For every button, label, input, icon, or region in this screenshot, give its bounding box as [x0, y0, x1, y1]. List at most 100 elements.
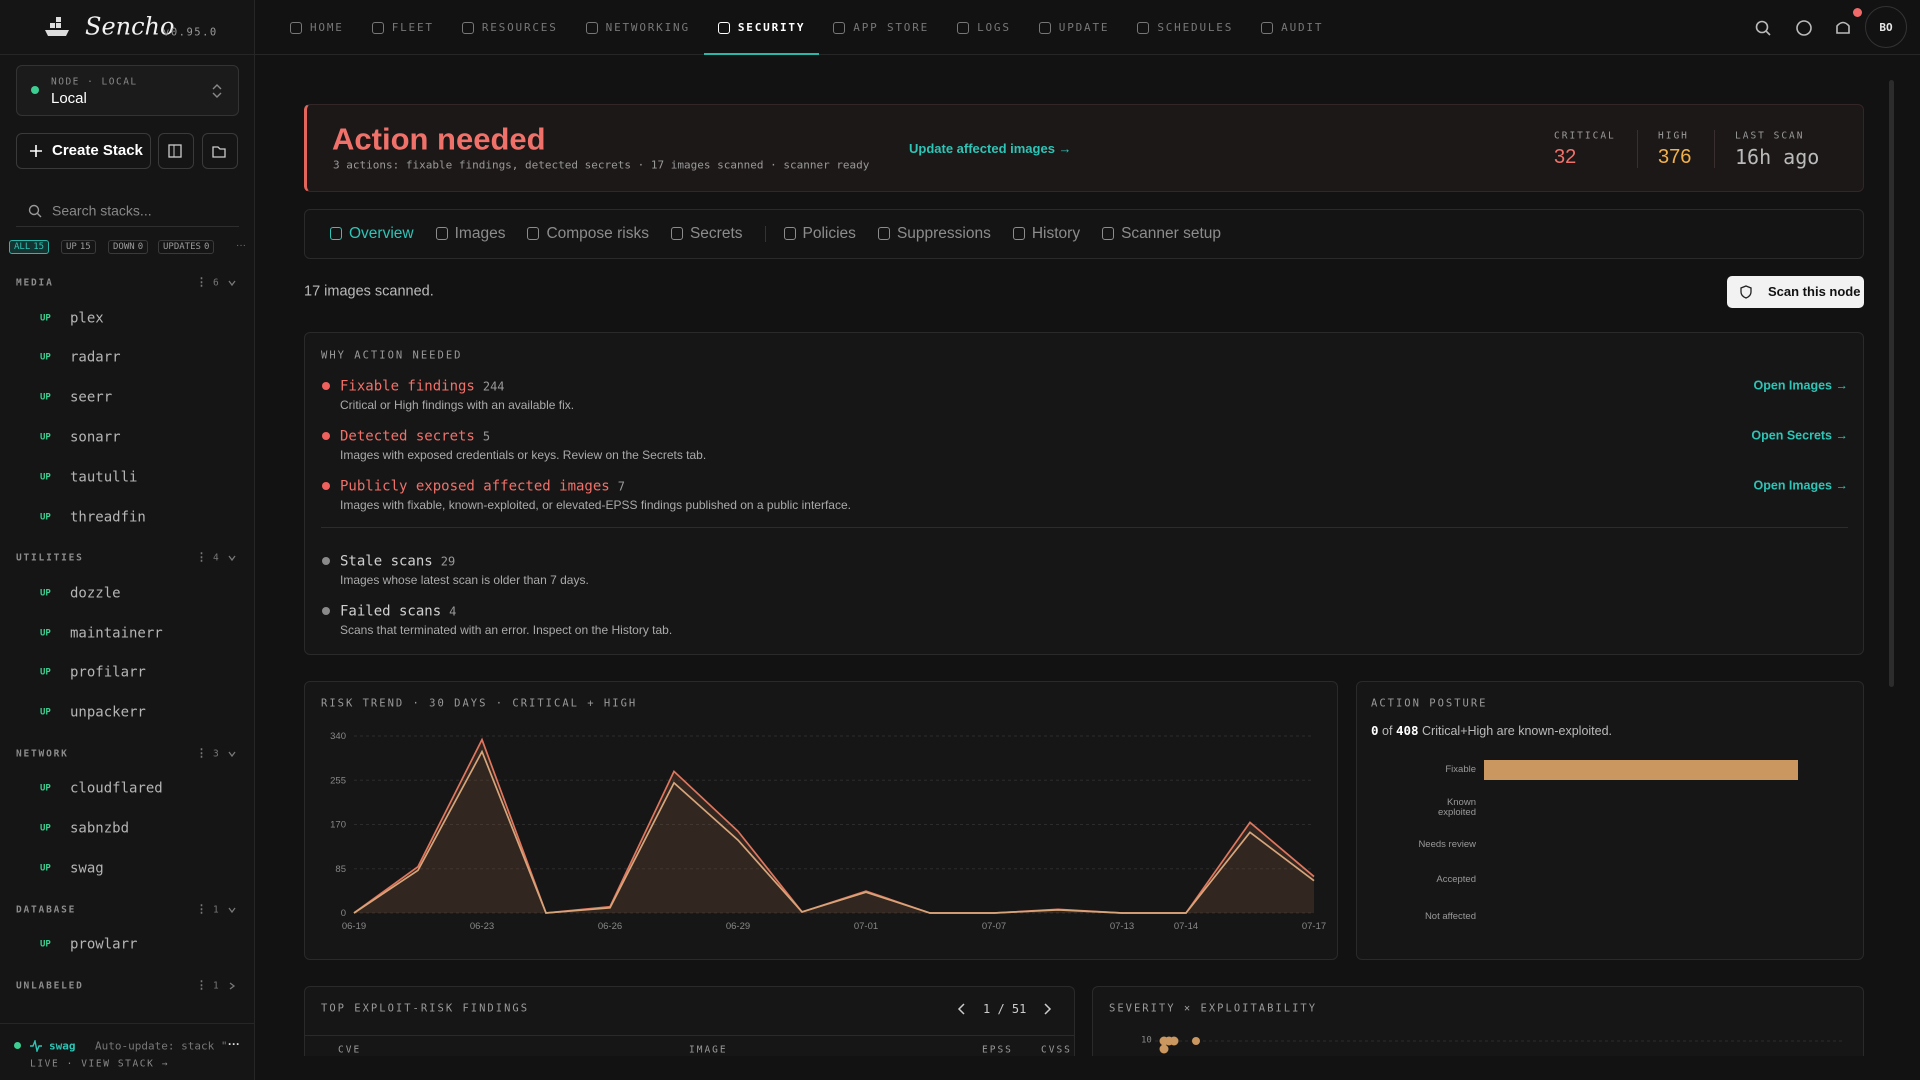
why-title: Fixable findings	[340, 378, 475, 395]
tab[interactable]: Suppressions	[877, 225, 991, 243]
search-input[interactable]: Search stacks...	[52, 202, 152, 219]
node-selector[interactable]	[16, 65, 239, 116]
stack-name[interactable]: dozzle	[70, 585, 121, 602]
risk-trend-chart: 0 85 170 255 340 06-19 06-23 06-26 06-29 07-01 07-…	[330, 731, 1326, 932]
banner-link[interactable]: Update affected images →	[909, 141, 1072, 157]
nav-item[interactable]: NETWORKING	[572, 0, 704, 55]
footer-link[interactable]: LIVE · VIEW STACK →	[30, 1058, 170, 1070]
tab[interactable]: History	[1012, 225, 1080, 243]
folder-button[interactable]	[202, 133, 238, 169]
tab[interactable]: Scanner setup	[1102, 225, 1221, 243]
nav-icon	[957, 21, 970, 34]
stack-status: UP	[40, 392, 51, 403]
why-dot	[322, 557, 330, 565]
group-menu[interactable]: ⋮	[196, 276, 207, 289]
stat-divider	[1637, 130, 1638, 168]
tab[interactable]: Images	[435, 225, 505, 243]
chevron	[228, 907, 236, 913]
tab[interactable]: Policies	[783, 225, 856, 243]
group-count: 4	[213, 552, 219, 564]
stack-name[interactable]: threadfin	[70, 509, 146, 526]
stack-status: UP	[40, 628, 51, 639]
filter-chip[interactable]: ALL 15	[9, 240, 50, 254]
avatar[interactable]: BO	[1865, 6, 1907, 48]
group-menu[interactable]: ⋮	[196, 747, 207, 760]
tab-bar	[304, 209, 1864, 259]
trend-line	[353, 749, 1315, 914]
exploited-count: 0	[1371, 723, 1379, 738]
filter-chip[interactable]: DOWN 0	[108, 240, 149, 254]
why-count: 7	[617, 479, 625, 494]
stack-status: UP	[40, 863, 51, 874]
why-item-title: Publicly exposed affected images 7	[340, 476, 625, 495]
posture-panel	[1356, 681, 1864, 960]
posture-summary: 0 of 408 Critical+High are known-exploit…	[1371, 723, 1612, 739]
nav-icon	[290, 21, 302, 34]
tab[interactable]: Secrets	[670, 225, 743, 243]
why-link[interactable]: Open Images →	[1753, 378, 1848, 393]
stack-name[interactable]: tautulli	[70, 469, 138, 486]
group-menu[interactable]: ⋮	[196, 551, 207, 564]
footer-stack[interactable]: swag	[49, 1039, 76, 1053]
nav-item[interactable]: RESOURCES	[448, 0, 572, 55]
stack-name[interactable]: sonarr	[70, 429, 121, 446]
nav-label: UPDATE	[1058, 21, 1110, 34]
nav-label: SECURITY	[737, 21, 806, 34]
brand-version: v0.95.0	[163, 26, 218, 39]
group-menu[interactable]: ⋮	[196, 903, 207, 915]
footer-more[interactable]: ···	[228, 1036, 240, 1051]
why-divider	[321, 527, 1848, 528]
why-count: 5	[482, 429, 491, 444]
stack-name[interactable]: profilarr	[70, 664, 146, 681]
group-name: NETWORK	[16, 748, 69, 760]
pager-arrows[interactable]	[957, 1003, 1053, 1015]
stat-value: 376	[1658, 146, 1692, 168]
stack-name[interactable]: seerr	[70, 389, 113, 406]
toolbar-icons	[1755, 20, 1850, 36]
create-stack-button[interactable]	[16, 133, 151, 169]
scrollbar[interactable]	[1889, 80, 1894, 687]
column-header: IMAGE	[689, 1044, 728, 1056]
filter-count: 15	[33, 242, 45, 252]
stack-status: UP	[40, 313, 51, 324]
scan-button[interactable]	[1727, 276, 1864, 308]
nav-label: APP STORE	[853, 21, 930, 34]
stat-value: 16h ago	[1735, 145, 1820, 169]
nav-item[interactable]: SCHEDULES	[1123, 0, 1247, 55]
filter-chip[interactable]: UP 15	[61, 240, 96, 254]
stack-name[interactable]: cloudflared	[70, 780, 163, 797]
nav-item[interactable]: FLEET	[358, 0, 448, 55]
user-initials: BO	[1879, 20, 1893, 34]
nav-item[interactable]: LOGS	[943, 0, 1025, 55]
tab-icon	[330, 227, 342, 240]
nav-icon	[717, 21, 730, 34]
filter-label: UP	[66, 242, 77, 252]
sidebar	[0, 0, 255, 1080]
tab[interactable]: Compose risks	[527, 225, 649, 243]
nav-item[interactable]: AUDIT	[1247, 0, 1337, 55]
filter-chip[interactable]: UPDATES 0	[158, 240, 215, 254]
group-menu[interactable]: ⋮	[196, 979, 207, 992]
nav-item[interactable]: SECURITY	[703, 0, 820, 55]
stack-name[interactable]: radarr	[70, 349, 121, 366]
stack-name[interactable]: prowlarr	[70, 936, 138, 953]
search-icon	[28, 204, 42, 218]
notification-dot	[1853, 8, 1862, 17]
nav-item[interactable]: UPDATE	[1025, 0, 1124, 55]
why-link[interactable]: Open Images →	[1753, 478, 1848, 493]
stack-name[interactable]: swag	[70, 860, 104, 877]
nav-icon	[833, 21, 846, 34]
stack-name[interactable]: unpackerr	[70, 704, 146, 721]
tab[interactable]: Overview	[330, 225, 414, 243]
stack-name[interactable]: plex	[70, 310, 104, 327]
stack-name[interactable]: sabnzbd	[70, 820, 130, 837]
nav-item[interactable]: HOME	[276, 0, 358, 55]
nav-item[interactable]: APP STORE	[819, 0, 943, 55]
stack-name[interactable]: maintainerr	[70, 625, 163, 642]
why-link[interactable]: Open Secrets →	[1751, 428, 1848, 443]
filters-more[interactable]: ···	[236, 240, 246, 251]
nav-label: RESOURCES	[481, 21, 558, 34]
posture-summary-text: Critical+High are known-exploited.	[1422, 724, 1613, 738]
x-tick-label: 07-17	[1302, 921, 1326, 932]
view-toggle-button[interactable]	[158, 133, 194, 169]
